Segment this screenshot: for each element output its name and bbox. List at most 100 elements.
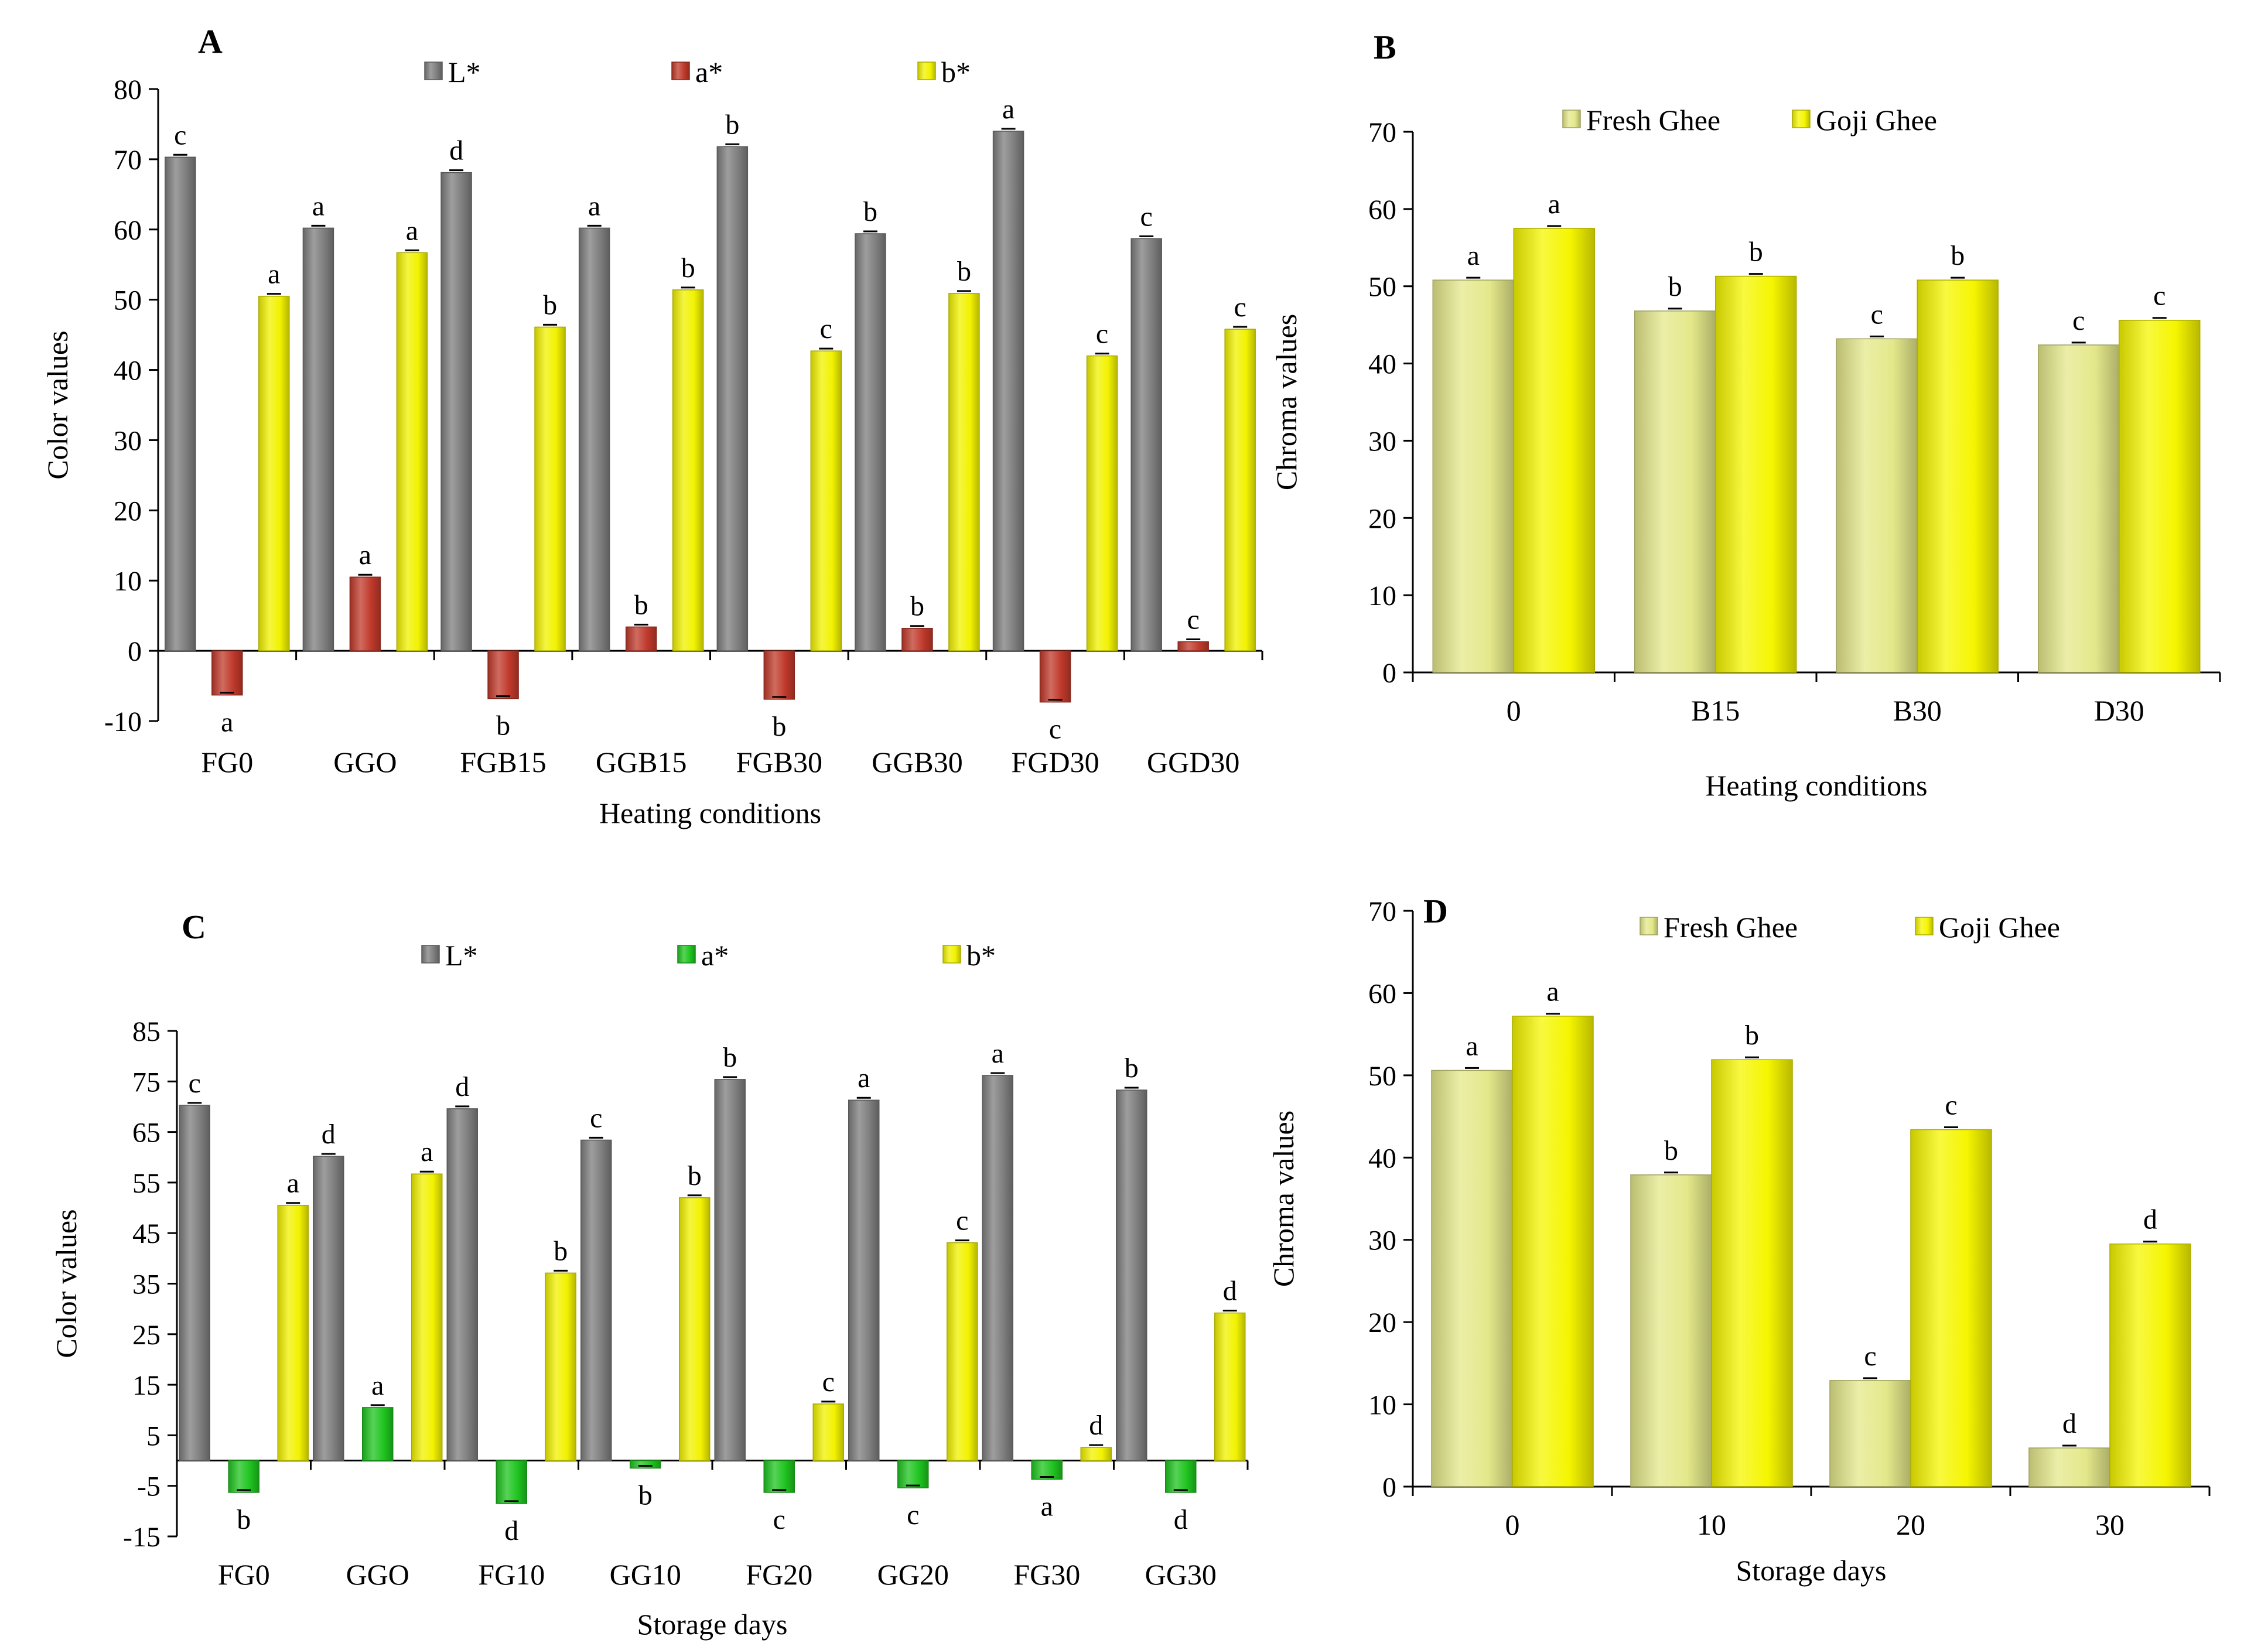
y-tick-label: 70	[114, 145, 142, 176]
y-tick-label: 10	[114, 566, 142, 597]
panel-b: B 0 10 20 30 40 50 60 70 0 B15 B30 D30 Heating condit…	[1270, 28, 2221, 802]
data-label: c	[2072, 305, 2085, 336]
data-label: b	[554, 1235, 568, 1266]
bar-b-ggb15	[672, 289, 704, 651]
bar-gojighee-d30	[2119, 319, 2201, 673]
x-tick-label: 10	[1697, 1508, 1726, 1541]
data-label: a	[287, 1168, 299, 1199]
x-tick-label: GGO	[346, 1558, 409, 1591]
legend-swatch	[1792, 110, 1811, 128]
legend-swatch	[1562, 110, 1581, 128]
y-tick-label: 40	[1368, 1143, 1396, 1174]
bar-b-ggo	[411, 1173, 443, 1461]
bar-a-gg30	[1165, 1460, 1197, 1493]
data-label: c	[1871, 299, 1883, 330]
y-tick-label: 20	[1368, 503, 1396, 534]
x-tick-label: D30	[2094, 694, 2144, 727]
y-axis-title: Chroma values	[1267, 1111, 1300, 1287]
legend-label: L*	[448, 56, 481, 88]
legend-label: Fresh Ghee	[1664, 911, 1798, 944]
data-label: c	[174, 119, 186, 151]
bar-l-fg30	[982, 1075, 1013, 1461]
data-label: b	[725, 109, 739, 140]
data-label: c	[1140, 201, 1153, 232]
bar-l-fg10	[446, 1108, 478, 1461]
y-axis-title: Color values	[50, 1209, 83, 1358]
bar-l-fg0	[179, 1105, 210, 1461]
y-tick-label: 30	[114, 425, 142, 456]
legend-label: a*	[701, 939, 729, 972]
bar-freshghee-0	[1432, 279, 1514, 673]
bar-l-fgb30	[716, 146, 749, 651]
data-label: b	[957, 256, 971, 287]
x-tick-label: GGB15	[596, 746, 687, 778]
bar-freshghee-0	[1431, 1070, 1513, 1487]
data-label: d	[455, 1071, 469, 1102]
data-label: a	[858, 1063, 870, 1094]
data-label: c	[2153, 281, 2165, 312]
bar-gojighee-0	[1513, 228, 1595, 673]
bar-l-fgd30	[992, 131, 1024, 651]
legend-label: b*	[941, 56, 971, 88]
y-axis-title: Color values	[41, 330, 74, 479]
x-tick-label: FG10	[478, 1558, 545, 1591]
panel-c: C -15 -5 5 15 25 35 45 55 65 75 85 FG0 GGO FG10 GG10 FG2…	[50, 908, 1249, 1641]
x-tick-label: B15	[1691, 694, 1740, 727]
data-label: a	[992, 1038, 1004, 1069]
y-tick-label: 45	[132, 1218, 160, 1249]
y-tick-label: 50	[114, 285, 142, 316]
bar-a-ggd30	[1177, 641, 1209, 651]
data-label: d	[2062, 1408, 2076, 1439]
x-tick-label: GG20	[877, 1558, 949, 1591]
bar-l-fg20	[714, 1079, 746, 1461]
data-label: a	[1002, 94, 1015, 125]
y-tick-label: 15	[132, 1370, 160, 1401]
bar-b-ggb30	[948, 293, 980, 651]
bar-a-fgd30	[1039, 650, 1071, 703]
y-tick-label: 0	[128, 636, 142, 667]
bar-b-gg30	[1214, 1312, 1246, 1461]
data-label: a	[406, 215, 418, 246]
y-tick-label: 75	[132, 1067, 160, 1098]
data-label: c	[1049, 714, 1061, 745]
data-label: d	[1174, 1504, 1188, 1535]
data-label: a	[359, 539, 371, 571]
y-tick-label: 10	[1368, 1390, 1396, 1421]
bar-l-gg10	[580, 1139, 612, 1461]
bar-freshghee-d30	[2038, 344, 2120, 673]
bar-a-fgb30	[763, 650, 795, 700]
data-label: b	[1951, 240, 1965, 271]
panel-label: B	[1374, 28, 1396, 66]
bar-freshghee-b15	[1634, 310, 1716, 673]
bar-a-ggb15	[625, 626, 657, 651]
y-tick-label: 30	[1368, 426, 1396, 457]
bar-l-gg20	[848, 1099, 880, 1461]
x-tick-label: B30	[1893, 694, 1942, 727]
bar-l-ggb30	[855, 233, 886, 651]
bar-gojighee-20	[1910, 1129, 1992, 1487]
data-label: a	[1041, 1491, 1053, 1522]
legend-label: Fresh Ghee	[1586, 104, 1720, 136]
x-axis-title: Heating conditions	[599, 797, 821, 829]
legend-swatch	[1915, 917, 1934, 935]
bar-freshghee-10	[1630, 1174, 1712, 1487]
data-label: c	[590, 1102, 602, 1133]
bar-a-fg20	[763, 1460, 795, 1493]
x-tick-label: 30	[2095, 1508, 2124, 1541]
bar-l-ggd30	[1130, 238, 1162, 651]
bar-a-fg10	[496, 1460, 527, 1504]
legend-label: L*	[445, 939, 478, 972]
y-tick-label: -10	[104, 706, 142, 737]
data-label: b	[634, 589, 648, 620]
x-tick-label: GGD30	[1147, 746, 1239, 778]
bar-freshghee-b30	[1836, 338, 1918, 673]
y-tick-label: 40	[1368, 349, 1396, 380]
x-axis-title: Storage days	[1736, 1554, 1887, 1587]
y-tick-label: 60	[1368, 978, 1396, 1009]
legend-swatch	[424, 62, 443, 80]
data-label: d	[1223, 1276, 1237, 1307]
panel-label: A	[198, 22, 223, 60]
data-label: c	[822, 1367, 835, 1398]
bar-a-fg0	[228, 1460, 259, 1493]
x-tick-label: FGB15	[460, 746, 546, 778]
